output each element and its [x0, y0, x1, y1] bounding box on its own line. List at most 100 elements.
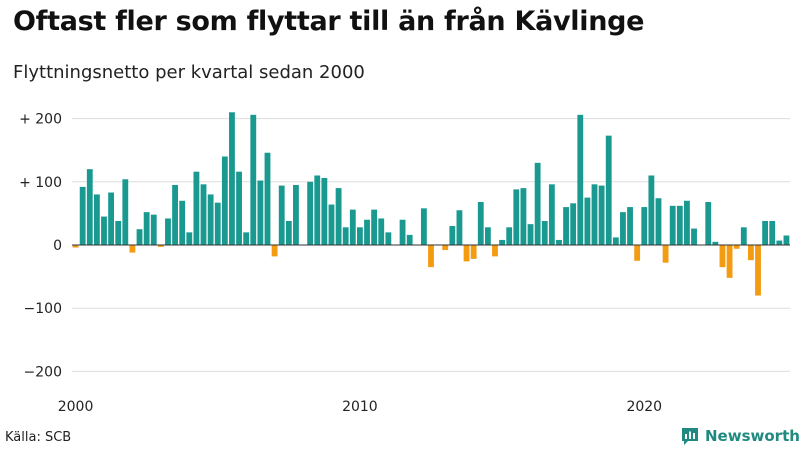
bar-2003Q1	[157, 245, 164, 247]
bar-2008Q2	[307, 181, 314, 245]
bar-2009Q3	[342, 227, 349, 245]
bar-2005Q1	[214, 202, 221, 245]
bar-2002Q2	[136, 229, 143, 245]
bar-2021Q2	[676, 205, 683, 245]
bar-2011Q1	[385, 232, 392, 245]
bar-2007Q3	[285, 220, 292, 245]
bar-2016Q2	[534, 162, 541, 245]
bar-2000Q1	[72, 245, 79, 248]
bar-2009Q4	[349, 209, 356, 245]
bar-2007Q2	[278, 185, 285, 245]
bar-2014Q3	[484, 227, 491, 245]
bar-layer	[72, 112, 790, 296]
bar-2001Q4	[122, 179, 129, 245]
bar-2022Q2	[705, 202, 712, 245]
bar-2017Q3	[570, 203, 577, 245]
bar-2004Q2	[193, 171, 200, 245]
bar-2010Q2	[364, 219, 370, 245]
bar-2018Q2	[591, 184, 598, 245]
bar-2014Q4	[492, 245, 498, 257]
bar-2012Q3	[428, 245, 434, 268]
bar-2020Q2	[648, 175, 655, 245]
bar-2023Q2	[733, 245, 740, 249]
bar-2006Q2	[250, 114, 257, 245]
bar-2020Q1	[641, 207, 648, 245]
bar-2001Q2	[108, 192, 115, 245]
y-tick-label: −100	[24, 301, 62, 317]
bar-2025Q1	[783, 235, 790, 245]
bar-2000Q4	[93, 194, 100, 245]
bar-2023Q4	[747, 245, 754, 261]
bar-2021Q4	[691, 228, 697, 245]
bar-2001Q1	[101, 216, 107, 245]
bar-2024Q1	[755, 245, 761, 296]
bar-2018Q1	[584, 197, 591, 245]
bar-2010Q1	[357, 227, 363, 245]
bar-2019Q3	[627, 207, 633, 245]
brand-logo: Newsworthy	[680, 426, 800, 446]
bar-2020Q3	[655, 198, 662, 245]
bar-2018Q4	[605, 135, 612, 245]
bar-2019Q2	[620, 212, 626, 245]
bar-2022Q3	[712, 241, 719, 245]
bar-2015Q4	[520, 188, 527, 245]
bar-2013Q2	[449, 226, 456, 245]
bar-2006Q3	[257, 180, 264, 245]
bar-2017Q1	[556, 239, 562, 245]
bar-2003Q4	[179, 200, 186, 245]
bar-2009Q2	[335, 188, 342, 245]
bar-2016Q3	[541, 220, 548, 245]
bar-2024Q3	[769, 220, 776, 245]
bar-2021Q1	[669, 205, 676, 245]
source-note: Källa: SCB	[5, 430, 72, 445]
newsworthy-logo-icon	[682, 428, 698, 445]
bar-2021Q3	[684, 200, 690, 245]
bar-2001Q3	[115, 220, 122, 245]
bar-2009Q1	[328, 204, 335, 245]
bar-2017Q2	[563, 207, 569, 245]
bar-2003Q2	[165, 218, 171, 245]
bar-2004Q1	[186, 232, 193, 245]
bar-2022Q4	[719, 245, 726, 268]
bar-2013Q3	[456, 210, 463, 245]
bar-2003Q3	[172, 184, 178, 245]
bar-2011Q4	[406, 234, 413, 245]
bar-2016Q1	[527, 224, 534, 245]
bar-2010Q3	[371, 209, 378, 245]
bar-2024Q2	[762, 220, 769, 245]
x-tick-label: 2010	[342, 399, 378, 415]
y-tick-label: + 100	[19, 175, 62, 191]
bar-2000Q3	[86, 169, 93, 245]
bar-2002Q4	[150, 214, 157, 245]
bar-2018Q3	[598, 185, 605, 245]
bar-2020Q4	[662, 245, 669, 263]
bar-2002Q1	[129, 245, 136, 253]
bar-2006Q1	[243, 232, 250, 245]
bar-2023Q1	[726, 245, 733, 278]
bar-2005Q4	[236, 171, 242, 245]
y-tick-label: −200	[24, 364, 62, 380]
x-tick-label: 2020	[626, 399, 662, 415]
bar-2015Q3	[513, 189, 520, 245]
bar-2008Q4	[321, 178, 328, 245]
bar-2024Q4	[776, 240, 783, 245]
brand-name: Newsworthy	[705, 427, 800, 445]
bar-2019Q1	[612, 237, 619, 245]
bar-2015Q2	[506, 227, 513, 245]
bar-2012Q2	[420, 208, 427, 245]
bar-2007Q1	[271, 245, 278, 257]
axis-layer: + 200 + 100 0 −100 −200 2000 2010 2020	[19, 112, 790, 415]
x-tick-label: 2000	[58, 399, 94, 415]
grid-layer	[72, 118, 790, 372]
bar-2006Q4	[264, 152, 271, 245]
bar-2014Q1	[470, 245, 477, 259]
bar-2005Q2	[221, 156, 228, 245]
y-tick-label: 0	[53, 238, 62, 254]
bar-2004Q4	[207, 194, 214, 245]
bar-2017Q4	[577, 114, 584, 245]
bar-2015Q1	[499, 239, 505, 245]
bar-2002Q3	[143, 212, 150, 245]
y-tick-label: + 200	[19, 112, 62, 128]
bar-2023Q3	[740, 227, 747, 245]
bar-2011Q3	[399, 219, 406, 245]
